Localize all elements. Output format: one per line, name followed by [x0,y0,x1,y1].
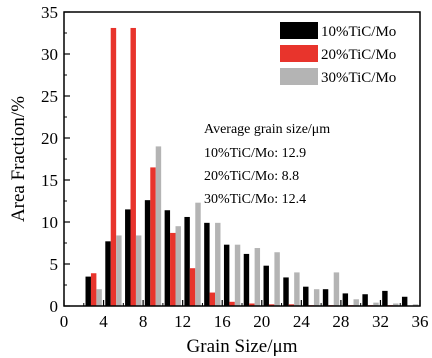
y-tick-label: 25 [41,87,58,106]
bar-20%TiC/Mo-5 [110,27,117,307]
bar-30%TiC/Mo-25 [313,289,320,306]
bar-30%TiC/Mo-33 [393,303,399,306]
annotation-line-10: 10%TiC/Mo: 12.9 [204,146,306,161]
y-tick-label: 35 [41,3,58,22]
bar-20%TiC/Mo-21 [268,304,275,306]
bar-10%TiC/Mo-27 [322,289,329,306]
y-axis-ticks: 0 5 10 15 20 25 30 35 [41,3,70,316]
bar-30%TiC/Mo-27 [333,272,340,306]
bar-10%TiC/Mo-33 [382,290,388,306]
y-tick-label: 20 [41,129,58,148]
annotation-line-20: 20%TiC/Mo: 8.8 [204,169,299,184]
bar-10%TiC/Mo-11 [164,210,171,306]
bar-30%TiC/Mo-29 [353,299,359,306]
x-tick-label: 4 [99,312,108,331]
bar-30%TiC/Mo-9 [155,146,162,306]
x-tick-label: 20 [253,312,270,331]
bar-10%TiC/Mo-21 [263,265,269,306]
average-grain-size-annotation: Average grain size/μm 10%TiC/Mo: 12.9 20… [204,122,330,207]
bar-10%TiC/Mo-13 [184,216,190,306]
y-tick-label: 5 [50,255,59,274]
x-tick-label: 24 [293,312,311,331]
bar-20%TiC/Mo-19 [249,303,255,306]
x-axis-label: Grain Size/μm [187,336,298,357]
bar-10%TiC/Mo-9 [144,200,151,306]
bar-30%TiC/Mo-13 [195,202,201,306]
bar-30%TiC/Mo-15 [215,222,221,306]
bar-10%TiC/Mo-31 [362,294,368,306]
y-axis-label: Area Fraction/% [8,96,29,222]
x-tick-label: 32 [372,312,389,331]
bar-20%TiC/Mo-13 [189,268,196,306]
bar-30%TiC/Mo-35 [412,304,419,306]
bar-10%TiC/Mo-15 [204,222,210,306]
bar-30%TiC/Mo-3 [96,289,102,306]
legend: 10%TiC/Mo 20%TiC/Mo 30%TiC/Mo [280,22,396,86]
x-tick-label: 36 [412,312,429,331]
annotation-line-30: 30%TiC/Mo: 12.4 [204,192,306,207]
bar-20%TiC/Mo-17 [229,301,235,306]
x-tick-label: 16 [214,312,231,331]
legend-label: 20%TiC/Mo [321,47,396,63]
x-tick-label: 28 [332,312,349,331]
bar-20%TiC/Mo-23 [288,304,295,306]
x-axis-ticks: 0 4 8 12 16 20 24 28 32 36 [60,300,429,331]
bar-30%TiC/Mo-23 [294,272,300,306]
annotation-title: Average grain size/μm [204,122,330,137]
bar-20%TiC/Mo-3 [90,273,97,306]
plot-frame [63,11,421,307]
y-tick-label: 10 [41,213,58,232]
x-tick-label: 12 [174,312,191,331]
bar-30%TiC/Mo-21 [274,252,280,306]
y-tick-label: 0 [50,297,59,316]
bars-group [85,27,419,307]
legend-swatch [280,68,318,85]
bar-30%TiC/Mo-7 [135,235,142,306]
bar-20%TiC/Mo-7 [130,27,136,307]
y-tick-label: 30 [41,45,58,64]
legend-swatch [280,45,318,62]
y-tick-label: 15 [41,171,58,190]
bar-10%TiC/Mo-23 [283,277,289,306]
bar-10%TiC/Mo-17 [223,244,230,306]
legend-label: 30%TiC/Mo [321,70,396,86]
x-tick-label: 0 [60,312,69,331]
bar-10%TiC/Mo-7 [125,209,131,306]
x-tick-label: 8 [139,312,148,331]
legend-swatch [280,22,318,39]
bar-30%TiC/Mo-19 [254,248,261,306]
bar-10%TiC/Mo-29 [342,293,349,306]
bar-10%TiC/Mo-35 [401,296,408,306]
bar-10%TiC/Mo-25 [303,286,309,306]
bar-10%TiC/Mo-5 [105,241,111,306]
bar-30%TiC/Mo-11 [175,226,181,306]
bar-10%TiC/Mo-19 [243,253,250,306]
bar-30%TiC/Mo-17 [234,244,241,306]
bar-20%TiC/Mo-15 [209,292,216,306]
bar-30%TiC/Mo-31 [373,302,379,306]
legend-label: 10%TiC/Mo [321,24,396,40]
bar-20%TiC/Mo-9 [150,167,156,306]
bar-30%TiC/Mo-5 [116,235,122,306]
bar-20%TiC/Mo-11 [170,232,176,306]
bar-10%TiC/Mo-3 [85,276,91,306]
